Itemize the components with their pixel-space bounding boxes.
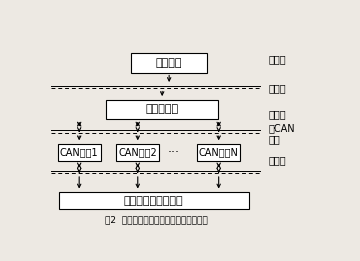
Bar [58, 144, 101, 161]
Text: 上级调度: 上级调度 [156, 58, 183, 68]
Bar [116, 144, 159, 161]
Bar [59, 192, 249, 209]
Text: 静止同步补偿器装置: 静止同步补偿器装置 [124, 196, 184, 206]
Text: 及CAN
总线: 及CAN 总线 [268, 123, 295, 145]
Bar [107, 100, 218, 119]
Text: ···: ··· [167, 146, 179, 159]
Text: 调度层: 调度层 [268, 54, 286, 64]
Text: CAN节点1: CAN节点1 [60, 147, 99, 157]
Text: CAN节点N: CAN节点N [199, 147, 239, 157]
Bar [131, 54, 207, 73]
Text: 图2  静止同步补偿器分层分布式监控系统: 图2 静止同步补偿器分层分布式监控系统 [105, 216, 208, 225]
Text: 间隔层: 间隔层 [268, 155, 286, 165]
Text: 网络服务器: 网络服务器 [145, 104, 179, 114]
Text: 以太网: 以太网 [268, 83, 286, 93]
Text: CAN节点2: CAN节点2 [118, 147, 157, 157]
Bar [197, 144, 240, 161]
Text: 站控层: 站控层 [268, 109, 286, 119]
